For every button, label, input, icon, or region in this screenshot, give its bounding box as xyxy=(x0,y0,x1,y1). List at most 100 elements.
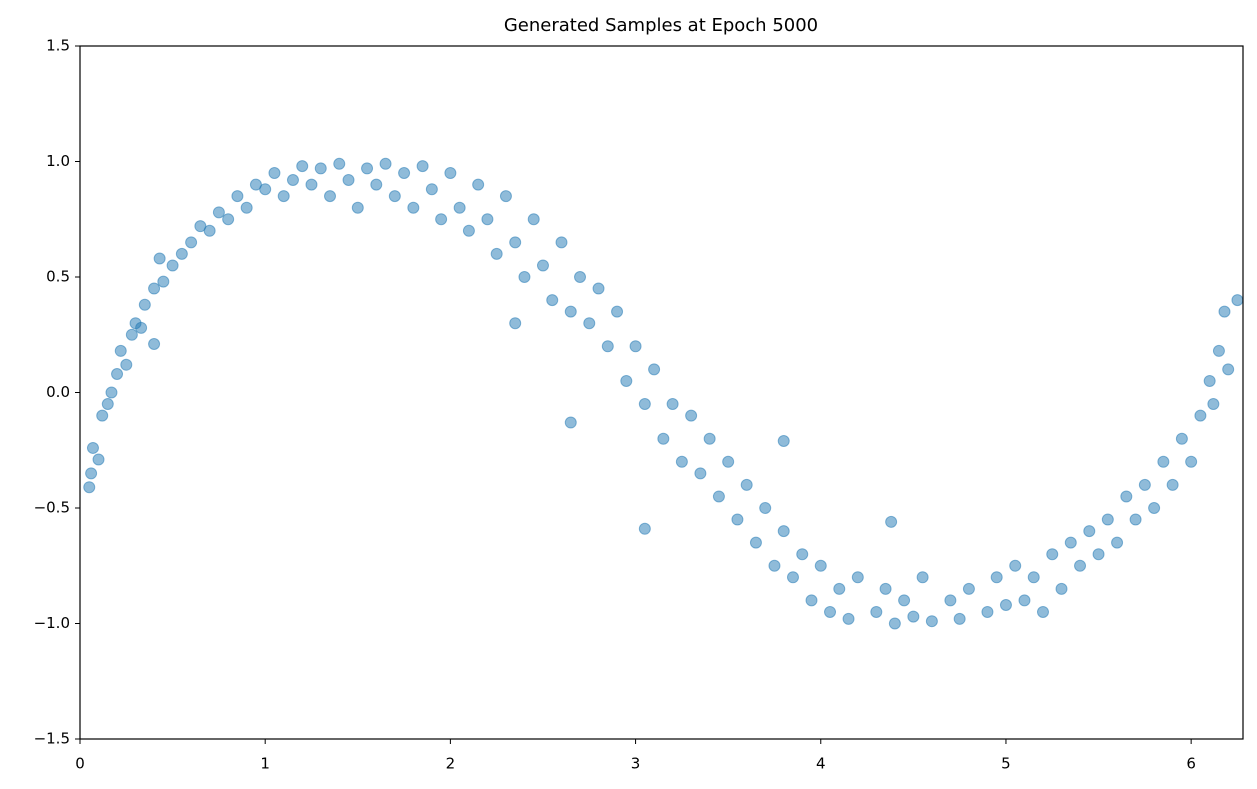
point xyxy=(907,610,920,623)
point xyxy=(518,271,531,283)
chart-title: Generated Samples at Epoch 5000 xyxy=(504,15,818,36)
point xyxy=(851,571,864,584)
point xyxy=(1101,513,1114,526)
point xyxy=(499,190,512,203)
point xyxy=(1009,559,1022,572)
point xyxy=(685,409,698,422)
point xyxy=(694,467,707,480)
point xyxy=(638,398,651,411)
x-tick-label: 0 xyxy=(75,755,85,773)
point xyxy=(657,432,670,445)
point xyxy=(453,201,466,214)
point xyxy=(888,617,901,630)
point xyxy=(1194,409,1207,422)
point xyxy=(777,525,790,538)
point xyxy=(92,453,105,466)
point xyxy=(583,317,596,330)
point xyxy=(638,522,651,535)
x-tick-label: 6 xyxy=(1186,755,1196,773)
point xyxy=(1185,455,1198,468)
point xyxy=(1231,294,1244,307)
y-tick-label: −1.0 xyxy=(34,614,70,632)
point xyxy=(675,455,688,468)
x-tick-label: 2 xyxy=(446,755,456,773)
point xyxy=(435,213,448,226)
point xyxy=(111,368,124,381)
point xyxy=(814,559,827,572)
point xyxy=(620,374,633,387)
point xyxy=(333,157,346,170)
point xyxy=(101,398,114,411)
point xyxy=(768,559,781,572)
point xyxy=(1157,455,1170,468)
point xyxy=(740,478,753,491)
point xyxy=(1222,363,1235,376)
point xyxy=(527,213,540,226)
point xyxy=(749,536,762,549)
point xyxy=(166,259,179,272)
point xyxy=(564,305,577,318)
point xyxy=(990,571,1003,584)
point xyxy=(222,213,235,226)
point xyxy=(212,206,225,219)
point xyxy=(135,321,148,334)
point xyxy=(1111,536,1124,549)
point xyxy=(731,513,744,526)
point xyxy=(898,594,911,607)
point xyxy=(916,571,929,584)
point xyxy=(1138,478,1151,491)
point xyxy=(148,282,161,295)
point xyxy=(481,213,494,226)
point xyxy=(416,160,429,173)
point xyxy=(777,435,790,448)
point xyxy=(1166,478,1179,491)
point xyxy=(185,236,198,249)
point xyxy=(962,582,975,595)
y-tick-label: −0.5 xyxy=(34,499,70,517)
point xyxy=(1083,525,1096,538)
point xyxy=(629,340,642,353)
point xyxy=(1074,559,1087,572)
point xyxy=(175,247,188,260)
y-tick-label: −1.5 xyxy=(34,730,70,748)
point xyxy=(324,190,337,203)
point xyxy=(885,515,898,528)
point xyxy=(944,594,957,607)
point xyxy=(703,432,716,445)
point xyxy=(611,305,624,318)
point xyxy=(125,328,138,341)
point xyxy=(203,224,216,237)
point xyxy=(231,190,244,203)
point xyxy=(509,236,522,249)
point xyxy=(490,247,503,260)
point xyxy=(407,201,420,214)
point xyxy=(1207,398,1220,411)
point xyxy=(305,178,318,191)
point xyxy=(870,605,883,618)
point xyxy=(138,298,151,311)
point xyxy=(296,160,309,173)
point xyxy=(105,386,118,399)
point xyxy=(1027,571,1040,584)
point xyxy=(833,582,846,595)
point xyxy=(666,398,679,411)
y-tick-label: 1.0 xyxy=(46,152,70,170)
point xyxy=(1203,374,1216,387)
point xyxy=(1018,594,1031,607)
point xyxy=(842,612,855,625)
point xyxy=(999,599,1012,612)
point xyxy=(85,467,98,480)
point xyxy=(925,615,938,628)
point xyxy=(114,344,127,357)
point xyxy=(1036,605,1049,618)
point xyxy=(1212,344,1225,357)
point xyxy=(444,167,457,180)
point xyxy=(361,162,374,175)
point xyxy=(592,282,605,295)
point xyxy=(148,337,161,350)
point xyxy=(268,167,281,180)
point xyxy=(1148,502,1161,514)
point xyxy=(342,173,355,186)
x-tick-label: 3 xyxy=(631,755,641,773)
